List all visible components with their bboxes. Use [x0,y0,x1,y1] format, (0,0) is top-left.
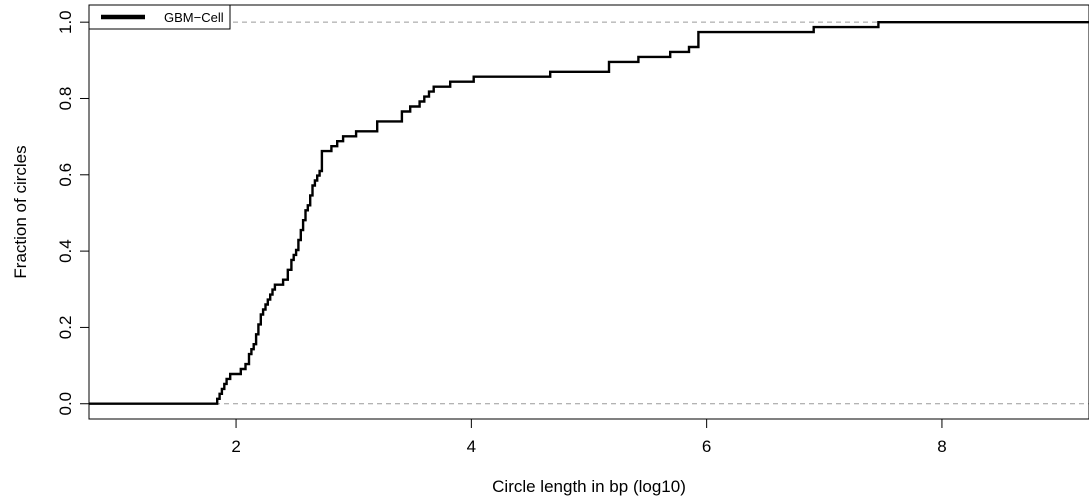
x-axis-title: Circle length in bp (log10) [492,477,686,496]
x-axis: 2 4 6 8 [231,419,947,456]
x-tick-label: 8 [937,437,946,456]
y-tick-label: 0.8 [56,87,75,111]
y-tick-label: 1.0 [56,10,75,34]
x-tick-label: 4 [467,437,476,456]
y-tick-label: 0.4 [56,239,75,263]
y-axis-title: Fraction of circles [11,145,30,278]
legend: GBM−Cell [88,4,231,30]
plot-frame [88,4,1089,420]
reference-lines [89,21,1089,405]
y-axis: 0.0 0.2 0.4 0.6 0.8 1.0 [56,10,89,416]
legend-entry-gbm-cell: GBM−Cell [164,10,224,25]
series-line-gbm-cell [89,21,1089,405]
y-tick-label: 0.2 [56,316,75,340]
y-tick-label: 0.0 [56,392,75,416]
x-tick-label: 2 [231,437,240,456]
x-tick-label: 6 [702,437,711,456]
y-tick-label: 0.6 [56,163,75,187]
